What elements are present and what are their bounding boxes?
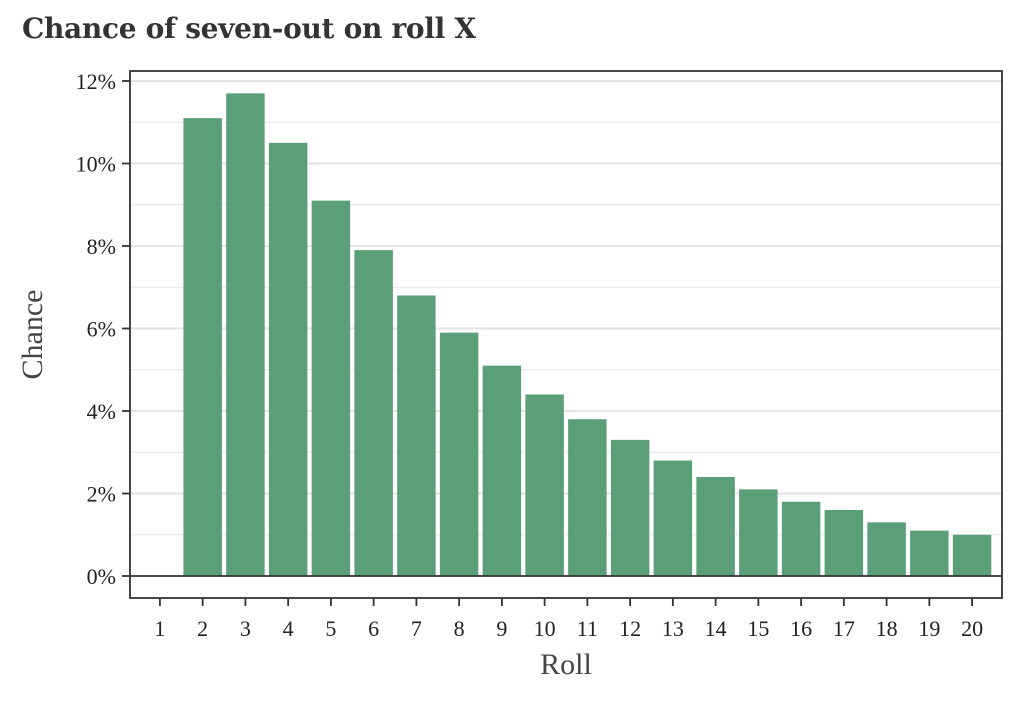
- x-tick-label: 4: [283, 616, 294, 641]
- bar-roll-6: [354, 250, 393, 576]
- x-tick-label: 1: [154, 616, 165, 641]
- x-axis-ticks: 1 2 3 4 5 6 7 8 9 10 11 12 13 14 15 16 17 18 19 20: [154, 598, 983, 641]
- x-tick-label: 14: [705, 616, 727, 641]
- bar-roll-13: [653, 460, 693, 576]
- bar-roll-3: [226, 93, 265, 576]
- y-axis-title: Chance: [16, 290, 49, 380]
- bar-roll-17: [824, 510, 864, 576]
- x-axis-title: Roll: [540, 648, 592, 681]
- x-tick-label: 6: [368, 616, 379, 641]
- x-tick-label: 15: [747, 616, 769, 641]
- y-tick-label: 2%: [87, 482, 116, 507]
- x-tick-label: 7: [411, 616, 422, 641]
- bar-roll-20: [952, 534, 992, 576]
- bar-roll-18: [867, 522, 906, 576]
- bar-roll-7: [397, 295, 436, 576]
- x-tick-label: 9: [496, 616, 507, 641]
- y-tick-label: 10%: [76, 152, 116, 177]
- y-axis-ticks: 0% 2% 4% 6% 8% 10% 12%: [76, 69, 130, 589]
- x-tick-label: 12: [619, 616, 641, 641]
- bar-roll-5: [311, 200, 351, 576]
- bar-roll-12: [610, 439, 650, 576]
- bar-roll-2: [183, 118, 222, 576]
- x-tick-label: 19: [918, 616, 940, 641]
- y-tick-label: 0%: [87, 564, 116, 589]
- plot-panel-border: [129, 70, 1003, 599]
- x-tick-label: 3: [240, 616, 251, 641]
- bar-roll-4: [268, 142, 308, 576]
- x-tick-label: 20: [961, 616, 983, 641]
- x-tick-label: 16: [790, 616, 812, 641]
- y-tick-label: 6%: [87, 317, 116, 342]
- bar-roll-11: [568, 419, 607, 576]
- x-tick-label: 11: [577, 616, 598, 641]
- bars: [183, 93, 992, 576]
- x-tick-label: 13: [662, 616, 684, 641]
- bar-roll-19: [910, 530, 949, 576]
- bar-roll-15: [739, 489, 778, 576]
- x-tick-label: 18: [876, 616, 898, 641]
- bar-roll-9: [482, 365, 522, 576]
- bar-roll-10: [525, 394, 564, 576]
- bar-roll-14: [696, 477, 735, 576]
- x-tick-label: 2: [197, 616, 208, 641]
- x-tick-label: 8: [454, 616, 465, 641]
- x-tick-label: 5: [325, 616, 336, 641]
- x-tick-label: 17: [833, 616, 855, 641]
- bar-roll-8: [439, 332, 479, 576]
- bar-roll-16: [781, 501, 821, 576]
- chart-title: Chance of seven-out on roll X: [22, 12, 476, 45]
- y-tick-label: 8%: [87, 234, 116, 259]
- y-tick-label: 12%: [76, 69, 116, 94]
- y-tick-label: 4%: [87, 399, 116, 424]
- x-tick-label: 10: [534, 616, 556, 641]
